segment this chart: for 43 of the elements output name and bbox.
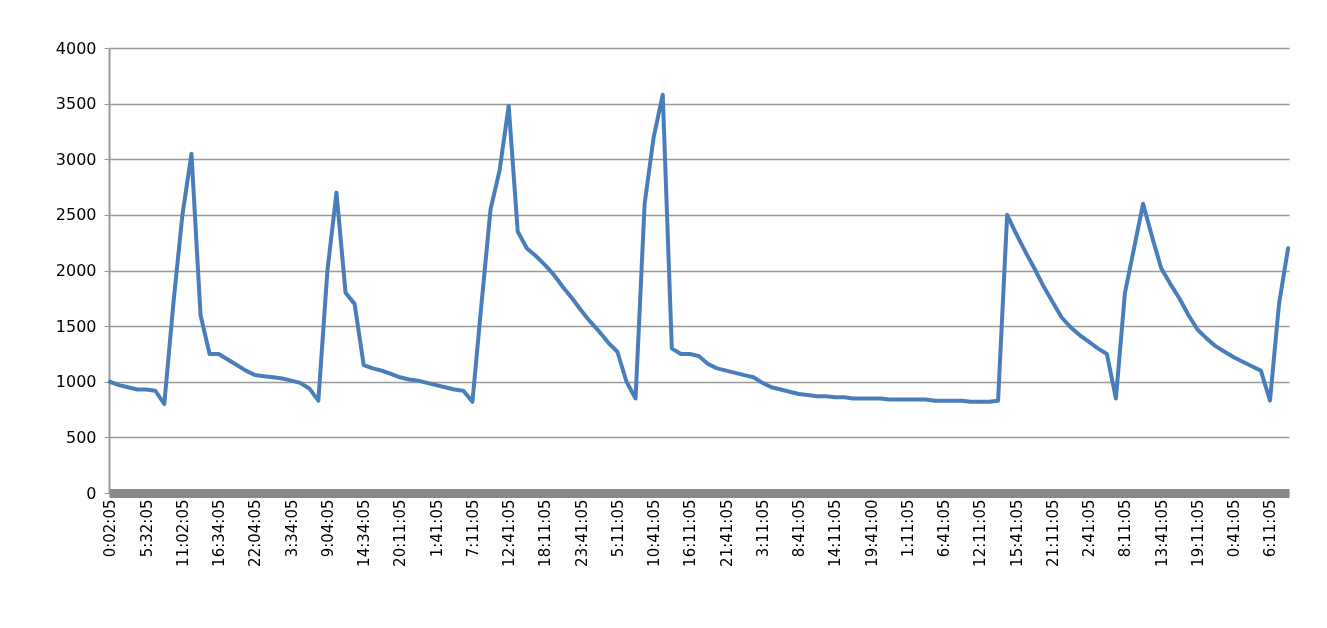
x-tick-label: 16:11:05	[681, 499, 700, 567]
x-tick-label: 8:11:05	[1116, 499, 1135, 558]
x-tick-label: 21:11:05	[1043, 499, 1062, 567]
y-tick-label: 3000	[55, 149, 97, 169]
x-tick-label: 11:02:05	[173, 499, 192, 567]
x-tick-label: 14:11:05	[826, 499, 845, 567]
x-tick-label: 5:11:05	[608, 499, 627, 558]
x-tick-label: 14:34:05	[355, 499, 374, 567]
y-tick-label: 3500	[55, 94, 97, 114]
x-tick-label: 12:41:05	[500, 499, 519, 567]
x-tick-label: 10:41:05	[645, 499, 664, 567]
x-tick-label: 19:11:05	[1188, 499, 1207, 567]
x-tick-label: 12:11:05	[971, 499, 990, 567]
y-tick-label: 500	[65, 427, 97, 447]
x-tick-label: 5:32:05	[137, 499, 156, 558]
x-tick-label: 1:11:05	[898, 499, 917, 558]
y-tick-label: 1000	[55, 372, 97, 392]
x-tick-label: 7:11:05	[463, 499, 482, 558]
x-tick-label: 15:41:05	[1007, 499, 1026, 567]
y-tick-label: 1500	[55, 316, 97, 336]
x-tick-label: 19:41:00	[862, 499, 881, 567]
x-tick-label: 20:11:05	[391, 499, 410, 567]
x-tick-label: 21:41:05	[717, 499, 736, 567]
x-tick-label: 22:04:05	[246, 499, 265, 567]
line-series	[107, 92, 1291, 406]
x-tick-label: 9:04:05	[318, 499, 337, 558]
x-tick-label: 13:41:05	[1152, 499, 1171, 567]
x-tick-label: 0:41:05	[1225, 499, 1244, 558]
x-tick-label: 1:41:05	[427, 499, 446, 558]
x-tick-label: 8:41:05	[790, 499, 809, 558]
x-tick-label: 18:11:05	[536, 499, 555, 567]
y-tick-label: 0	[86, 483, 97, 503]
x-tick-label: 3:34:05	[282, 499, 301, 558]
y-tick-label: 2500	[55, 205, 97, 225]
x-tick-label: 2:41:05	[1080, 499, 1099, 558]
y-tick-label: 2000	[55, 261, 97, 280]
x-tick-label: 0:02:05	[101, 499, 120, 558]
x-tick-label: 6:41:05	[935, 499, 954, 558]
x-tick-label: 23:41:05	[572, 499, 591, 567]
x-tick-label: 16:34:05	[210, 499, 229, 567]
x-tick-label: 6:11:05	[1261, 499, 1280, 558]
y-tick-label: 4000	[55, 38, 97, 58]
x-tick-label: 3:11:05	[753, 499, 772, 558]
